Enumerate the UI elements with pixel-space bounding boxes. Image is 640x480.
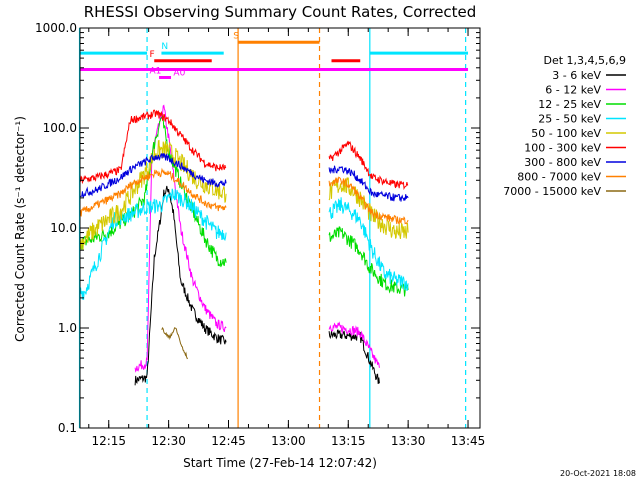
flag-bars: N S F A0 A1: [80, 31, 469, 79]
flag-label-s: S: [233, 31, 239, 41]
legend-title: Det 1,3,4,5,6,9: [543, 54, 626, 67]
legend-label-2: 6 - 12 keV: [545, 84, 601, 97]
series-4-line-1: [79, 188, 227, 300]
series-1-line-1: [134, 185, 227, 386]
series-1-line-2: [328, 329, 380, 385]
legend-label-4: 25 - 50 keV: [538, 113, 601, 126]
y-tick-label-3: 10.0: [50, 221, 77, 235]
series-8-line-2: [328, 176, 409, 225]
series-2-line-2: [328, 321, 380, 368]
legend-label-5: 50 - 100 keV: [531, 127, 601, 140]
x-tick-label-5: 13:15: [331, 434, 366, 448]
legend-label-6: 100 - 300 keV: [524, 142, 601, 155]
flag-label-n: N: [161, 42, 168, 52]
y-axis-label: Corrected Count Rate (s⁻¹ detector⁻¹): [13, 116, 27, 342]
legend-label-3: 12 - 25 keV: [538, 98, 601, 111]
flag-label-f: F: [149, 50, 154, 60]
series-9-line-1: [161, 326, 189, 360]
series-3-line-2: [328, 226, 409, 297]
footer-date: 20-Oct-2021 18:08: [560, 469, 636, 478]
series-6-line-1: [79, 109, 227, 185]
series-4-line-2: [328, 197, 409, 291]
series-3-line-1: [79, 115, 227, 268]
y-tick-label-1: 0.1: [58, 421, 77, 435]
legend-label-9: 7000 - 15000 keV: [503, 185, 601, 198]
x-tick-label-3: 12:45: [211, 434, 246, 448]
series-7-line-2: [328, 165, 409, 202]
flag-label-a1: A1: [149, 66, 161, 76]
x-tick-label-1: 12:15: [91, 434, 126, 448]
x-tick-label-6: 13:30: [391, 434, 426, 448]
legend-label-1: 3 - 6 keV: [552, 69, 601, 82]
series-2-line-1: [134, 104, 227, 373]
legend-label-7: 300 - 800 keV: [524, 156, 601, 169]
flag-label-a0: A0: [173, 69, 185, 79]
x-tick-label-4: 13:00: [271, 434, 306, 448]
legend-label-8: 800 - 7000 keV: [517, 171, 601, 184]
y-tick-label-2: 1.0: [58, 321, 77, 335]
series-7-line-1: [79, 152, 227, 198]
chart-title: RHESSI Observing Summary Count Rates, Co…: [84, 3, 477, 21]
x-axis-label: Start Time (27-Feb-14 12:07:42): [183, 456, 377, 470]
y-tick-label-4: 100.0: [43, 121, 77, 135]
x-tick-label-2: 12:30: [151, 434, 186, 448]
series-8-line-1: [79, 167, 227, 217]
y-tick-label-5: 1000.0: [35, 21, 77, 35]
plot-axes: 0.1 1.0 10.0 100.0 1000.0 12:15 12:30 12:45 13:0…: [35, 21, 485, 448]
series-6-line-2: [328, 140, 409, 191]
series-5-line-2: [328, 177, 409, 239]
x-tick-label-7: 13:45: [451, 434, 486, 448]
data-series: [79, 104, 409, 386]
